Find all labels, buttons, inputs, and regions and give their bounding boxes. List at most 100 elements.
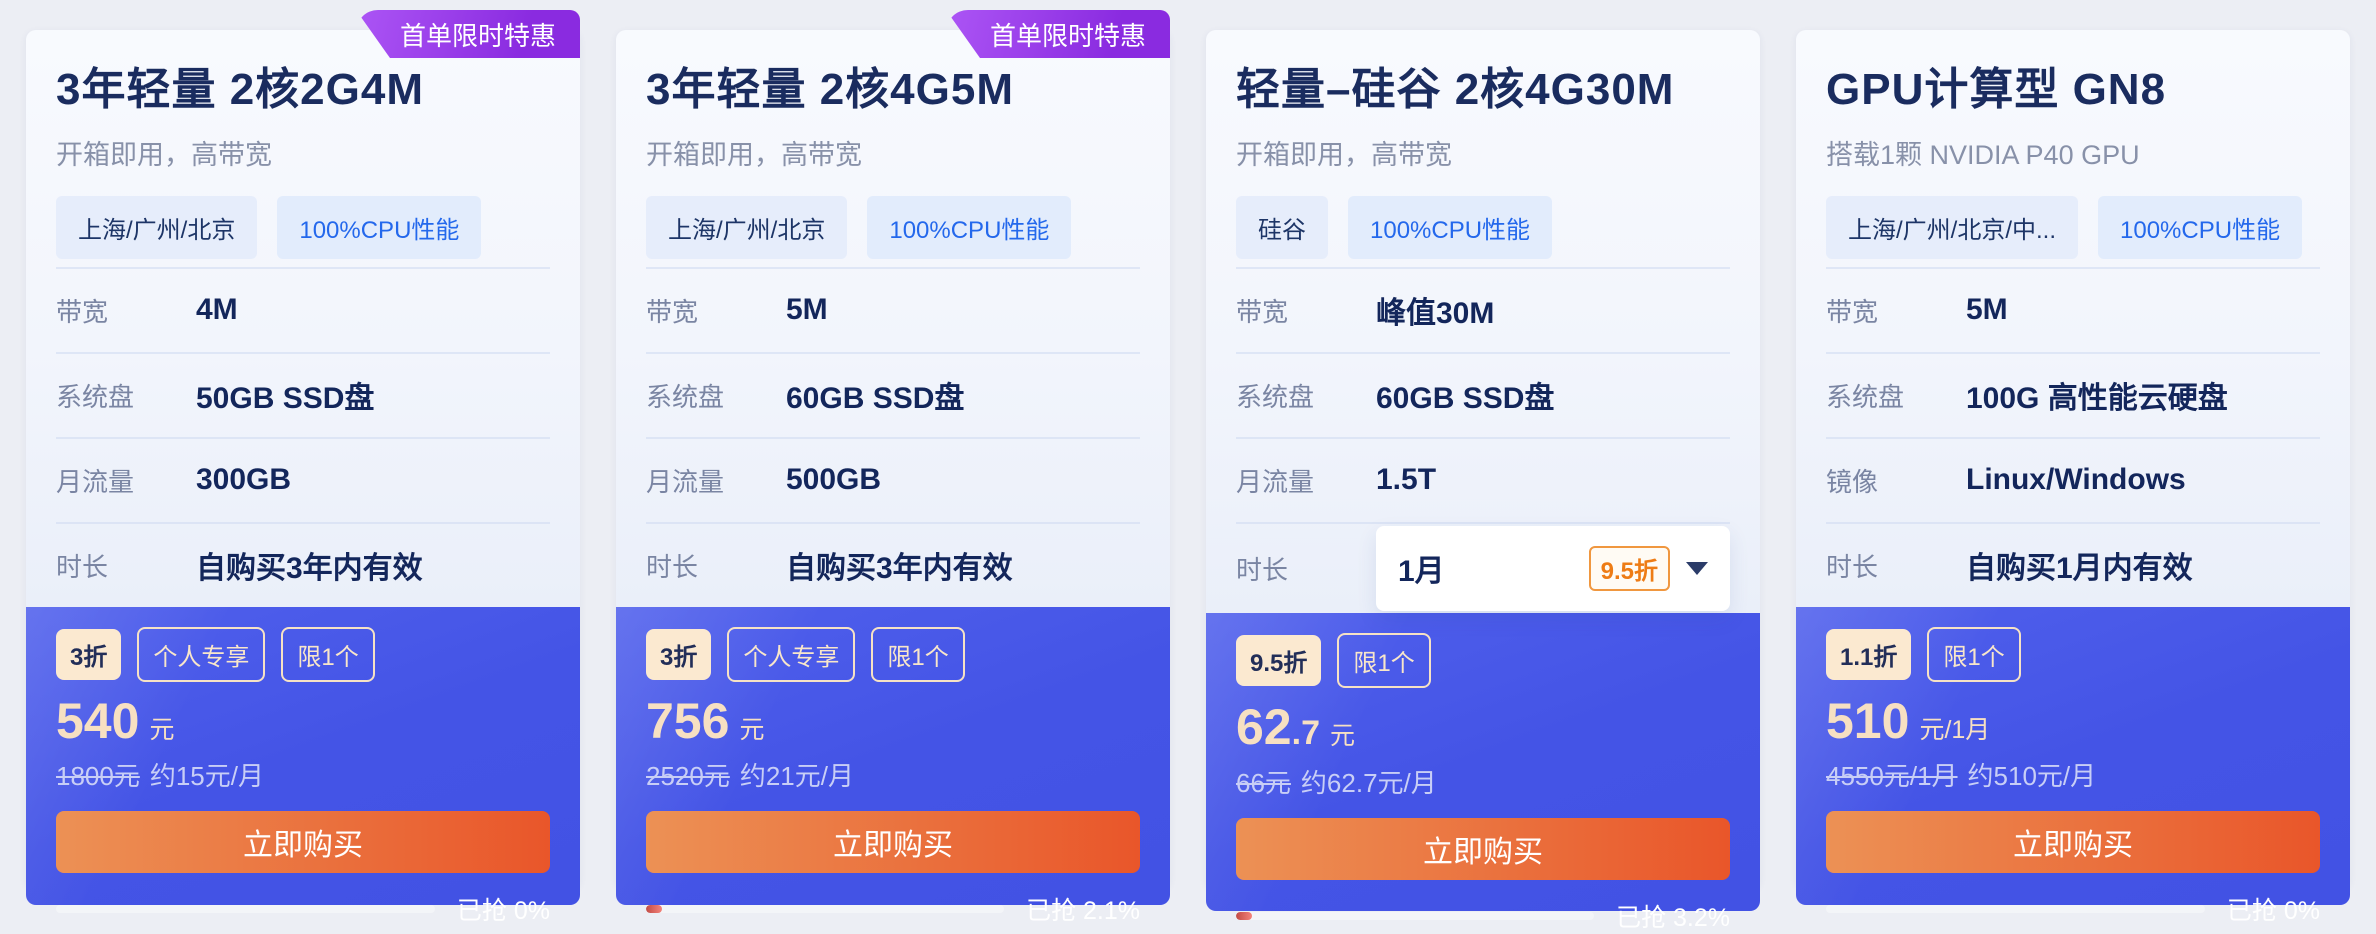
duration-value: 1月: [1398, 555, 1445, 589]
spec-value: 50GB SSD盘: [196, 382, 375, 416]
spec-value: 100G 高性能云硬盘: [1966, 382, 2228, 416]
monthly-approx: 约15元/月: [149, 760, 264, 791]
feature-tags: 上海/广州/北京 100%CPU性能: [646, 195, 1140, 259]
spec-label: 系统盘: [1236, 381, 1315, 412]
spec-value: 300GB: [196, 463, 292, 497]
spec-value: 500GB: [786, 463, 882, 497]
original-price-line: 4550元/1月 约510元/月: [1826, 756, 2320, 793]
promo-badge: 个人专享: [137, 626, 266, 682]
price: 540 元: [56, 696, 550, 746]
card-title: 3年轻量 2核4G5M: [646, 65, 1014, 114]
price-unit: 元: [1329, 721, 1355, 750]
feature-tags: 上海/广州/北京/中... 100%CPU性能: [1826, 195, 2320, 259]
promo-badge: 3折: [56, 628, 122, 680]
buy-now-button[interactable]: 立即购买: [1236, 817, 1730, 880]
original-price: 4550元/1月: [1826, 760, 1958, 791]
spec-table: 带宽 峰值30M 系统盘 60GB SSD盘 月流量 1.5T 时长 1月 9.5折: [1236, 266, 1730, 613]
feature-tag-region: 上海/广州/北京: [646, 195, 848, 259]
card-subtitle: 开箱即用，高带宽: [56, 139, 272, 170]
buy-now-button[interactable]: 立即购买: [646, 810, 1140, 873]
promo-badge: 限1个: [1927, 626, 2021, 682]
spec-label: 月流量: [1236, 466, 1315, 497]
spec-value: 4M: [196, 293, 238, 327]
spec-value: 1.5T: [1376, 463, 1437, 497]
feature-tag-region: 上海/广州/北京/中...: [1826, 195, 2079, 259]
spec-row: 镜像 Linux/Windows: [1826, 436, 2320, 522]
promo-badge: 9.5折: [1236, 634, 1322, 686]
duration-select[interactable]: 1月 9.5折: [1376, 525, 1730, 611]
first-order-promo-ribbon: 首单限时特惠: [945, 10, 1170, 58]
spec-row: 带宽 4M: [56, 266, 550, 352]
card-spec-panel: 轻量–硅谷 2核4G30M 开箱即用，高带宽 硅谷 100%CPU性能 带宽 峰值3…: [1206, 30, 1760, 613]
spec-label: 时长: [1826, 551, 1879, 582]
promo-badge: 个人专享: [727, 626, 856, 682]
buy-now-button[interactable]: 立即购买: [56, 810, 550, 873]
spec-row: 时长 自购买3年内有效: [56, 521, 550, 607]
price: 756 元: [646, 696, 1140, 746]
spec-row: 月流量 500GB: [646, 436, 1140, 522]
product-card: 轻量–硅谷 2核4G30M 开箱即用，高带宽 硅谷 100%CPU性能 带宽 峰值3…: [1206, 30, 1760, 932]
spec-value: 60GB SSD盘: [786, 382, 965, 416]
sold-progress-fill: [646, 904, 662, 913]
buy-now-button[interactable]: 立即购买: [1826, 810, 2320, 873]
sold-progress-fill: [1236, 911, 1252, 920]
card-subtitle: 搭载1颗 NVIDIA P40 GPU: [1826, 139, 2140, 170]
sold-percentage-label: 已抢 0%: [2226, 896, 2320, 925]
sold-percentage-label: 已抢 3.2%: [1616, 903, 1730, 932]
spec-value: 5M: [1966, 293, 2008, 327]
product-card-list: 首单限时特惠 3年轻量 2核2G4M 开箱即用，高带宽 上海/广州/北京 100%…: [26, 10, 2350, 932]
feature-tag-cpu: 100%CPU性能: [867, 195, 1072, 259]
feature-tags: 硅谷 100%CPU性能: [1236, 195, 1730, 259]
card-promo-panel: 9.5折 限1个 62.7 元 66元 约62.7元/月 立即购买 已抢 3.2%: [1206, 613, 1760, 932]
card-spec-panel: 首单限时特惠 3年轻量 2核4G5M 开箱即用，高带宽 上海/广州/北京 100%…: [616, 10, 1170, 607]
monthly-approx: 约510元/月: [1967, 760, 2097, 791]
original-price-line: 2520元 约21元/月: [646, 756, 1140, 793]
card-spec-panel: GPU计算型 GN8 搭载1颗 NVIDIA P40 GPU 上海/广州/北京/…: [1796, 30, 2350, 607]
original-price: 1800元: [56, 760, 140, 791]
price: 510 元/1月: [1826, 696, 2320, 746]
spec-label: 带宽: [1236, 296, 1289, 327]
sold-progress-row: 已抢 2.1%: [646, 891, 1140, 927]
sold-progress-track: [1236, 911, 1595, 920]
sold-percentage-label: 已抢 2.1%: [1026, 896, 1140, 925]
card-spec-panel: 首单限时特惠 3年轻量 2核2G4M 开箱即用，高带宽 上海/广州/北京 100%…: [26, 10, 580, 607]
spec-row: 时长 1月 9.5折: [1236, 521, 1730, 613]
spec-row: 时长 自购买3年内有效: [646, 521, 1140, 607]
spec-row: 带宽 5M: [1826, 266, 2320, 352]
product-card: GPU计算型 GN8 搭载1颗 NVIDIA P40 GPU 上海/广州/北京/…: [1796, 30, 2350, 925]
spec-label: 带宽: [56, 296, 109, 327]
original-price: 66元: [1236, 767, 1291, 798]
spec-row: 月流量 1.5T: [1236, 436, 1730, 522]
price-integer: 62: [1236, 698, 1292, 755]
price-decimal: .7: [1291, 713, 1320, 752]
spec-label: 时长: [646, 551, 699, 582]
spec-value: 自购买3年内有效: [786, 552, 1013, 586]
spec-value: 自购买3年内有效: [196, 552, 423, 586]
spec-table: 带宽 4M 系统盘 50GB SSD盘月流量 300GB 时长 自购买3年内有效: [56, 266, 550, 607]
spec-label: 带宽: [646, 296, 699, 327]
sold-progress-track: [1826, 904, 2205, 913]
spec-row: 系统盘 60GB SSD盘: [646, 351, 1140, 437]
price-integer: 540: [56, 692, 140, 749]
sold-progress-row: 已抢 0%: [56, 891, 550, 927]
feature-tag-region: 上海/广州/北京: [56, 195, 258, 259]
spec-label: 月流量: [56, 466, 135, 497]
feature-tag-cpu: 100%CPU性能: [277, 195, 482, 259]
spec-label: 月流量: [646, 466, 725, 497]
spec-row: 带宽 5M: [646, 266, 1140, 352]
spec-value: 自购买1月内有效: [1966, 552, 2193, 586]
card-subtitle: 开箱即用，高带宽: [1236, 139, 1452, 170]
monthly-approx: 约62.7元/月: [1300, 767, 1437, 798]
spec-label: 系统盘: [56, 381, 135, 412]
spec-row: 系统盘 50GB SSD盘: [56, 351, 550, 437]
original-price: 2520元: [646, 760, 730, 791]
spec-table: 带宽 5M 系统盘 100G 高性能云硬盘 镜像 Linux/Windows 时长 自购买1月…: [1826, 266, 2320, 607]
sold-progress-row: 已抢 0%: [1826, 891, 2320, 927]
spec-row: 系统盘 60GB SSD盘: [1236, 351, 1730, 437]
card-title: 3年轻量 2核2G4M: [56, 65, 424, 114]
promo-badges: 3折 个人专享 限1个: [646, 626, 1140, 682]
card-subtitle: 开箱即用，高带宽: [646, 139, 862, 170]
sold-percentage-label: 已抢 0%: [456, 896, 550, 925]
first-order-promo-ribbon: 首单限时特惠: [355, 10, 580, 58]
spec-label: 时长: [1236, 554, 1289, 585]
